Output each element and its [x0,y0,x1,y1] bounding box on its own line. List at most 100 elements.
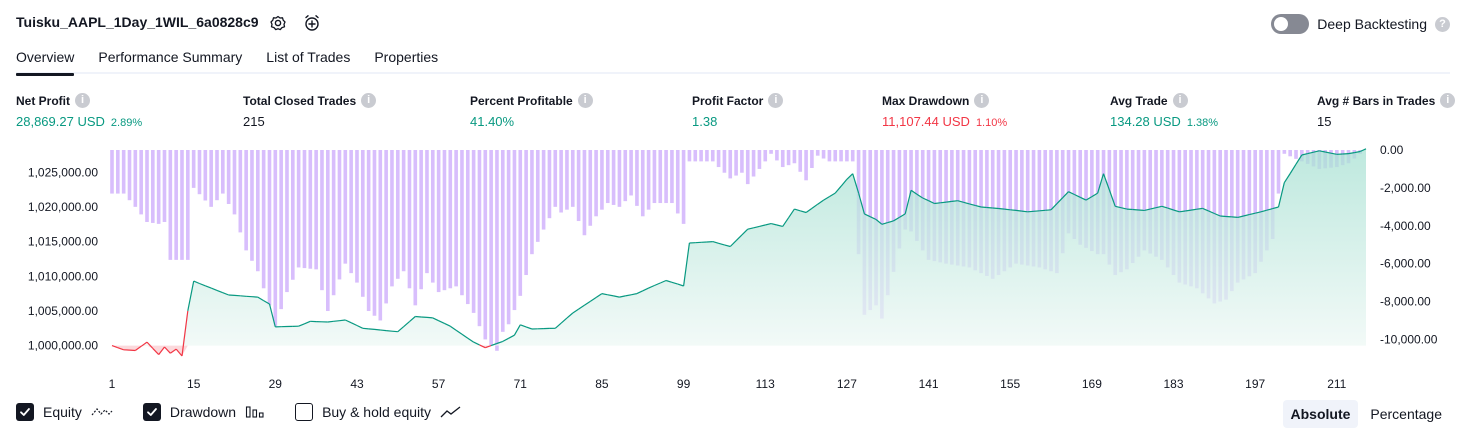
equity-segment [175,348,183,357]
x-tick-label: 155 [1000,377,1020,391]
equity-segment [496,340,504,345]
equity-segment [1039,209,1046,212]
equity-checkbox[interactable] [16,403,34,421]
absolute-button[interactable]: Absolute [1282,400,1359,428]
metric-percent: 1.10% [975,117,1008,129]
deep-backtesting-toggle[interactable] [1271,14,1310,34]
x-tick-label: 169 [1082,377,1102,391]
info-icon[interactable]: i [577,93,593,108]
equity-segment [1277,182,1285,208]
drawdown-bar [331,150,336,296]
tab-properties[interactable]: Properties [374,49,439,65]
x-tick-label: 29 [269,377,283,391]
equity-segment [1202,207,1209,212]
metric-value: 134.28 USD [1110,114,1181,129]
equity-segment [607,294,614,297]
equity-segment [181,310,189,357]
drawdown-bar [1270,150,1275,240]
legend-drawdown[interactable]: Drawdown [142,403,265,421]
info-icon[interactable]: i [974,93,990,108]
drawdown-bar [728,150,733,179]
equity-segment [718,242,725,246]
equity-segment [490,342,498,347]
drawdown-bar [308,150,313,269]
metric-label: Max Drawdown [882,93,970,108]
x-tick-label: 141 [919,377,939,391]
equity-segment [339,319,346,322]
drawdown-checkbox[interactable] [142,403,161,421]
drawdown-bar [652,150,657,204]
drawdown-bar [565,150,569,210]
tab-list-of-trades[interactable]: List of Trades [266,49,351,65]
drawdown-bar [425,150,429,274]
drawdown-bar [745,150,750,185]
drawdown-bar [326,150,330,312]
alarm-clock-plus-icon[interactable] [302,13,322,33]
drawdown-bar [850,150,855,162]
drawdown-tick-label: -4,000.00 [1380,219,1431,233]
equity-segment [1243,214,1250,217]
equity-segment [257,296,264,302]
equity-segment [449,325,457,331]
equity-segment [782,217,790,227]
equity-segment [1237,215,1244,218]
buy-hold-checkbox[interactable] [295,403,314,421]
equity-segment [345,319,352,324]
info-icon[interactable]: i [768,93,784,108]
info-icon[interactable]: i [361,93,377,108]
equity-segment [380,329,387,332]
equity-segment [134,345,142,351]
info-icon[interactable]: i [1172,93,1188,108]
drawdown-bar [460,150,464,296]
equity-segment [268,303,276,328]
gear-icon[interactable] [268,13,288,33]
legend-equity[interactable]: Equity [16,403,113,421]
equity-segment [1272,206,1279,210]
drawdown-tick-label: 0.00 [1380,143,1404,157]
info-icon[interactable]: i [1440,93,1456,108]
legend-buy-hold[interactable]: Buy & hold equity [295,403,462,421]
equity-segment [1085,196,1093,201]
drawdown-bar [891,150,896,272]
equity-segment [222,292,229,296]
metric-percent-profitable: Percent Profitable i 41.40% [470,93,593,129]
equity-segment [1062,191,1069,199]
equity-fill [112,148,1366,346]
metric-percent: 1.38% [1186,117,1219,129]
x-tick-label: 85 [595,377,609,391]
x-tick-label: 15 [187,377,201,391]
metric-value: 1.38 [692,114,718,129]
equity-segment [1319,150,1326,153]
drawdown-bar [477,150,482,327]
equity-segment [485,345,492,349]
tab-overview[interactable]: Overview [16,47,75,76]
equity-segment [1108,189,1116,207]
drawdown-bar [156,150,161,224]
drawdown-bar [524,150,528,276]
equity-segment [1208,210,1215,215]
drawdown-bar [670,150,674,204]
x-tick-label: 43 [350,377,364,391]
metric-value: 15 [1317,114,1332,129]
equity-segment [975,204,982,208]
drawdown-bar [232,150,237,215]
equity-segment [998,207,1005,210]
drawdown-bar [395,150,400,279]
equity-segment [1266,208,1273,211]
equity-segment [759,224,766,227]
tab-performance-summary[interactable]: Performance Summary [98,49,243,65]
drawdown-bar [442,150,447,291]
drawdown-bar [407,150,412,289]
equity-segment [858,192,865,215]
equity-segment [1010,209,1017,211]
drawdown-bar [1282,150,1287,154]
drawdown-bar [320,150,324,291]
equity-drawdown-chart[interactable]: 1,000,000.00 1,005,000.00 1,010,000.00 1,01… [0,140,1466,395]
info-icon[interactable]: i [75,93,90,108]
help-icon[interactable]: ? [1435,16,1450,32]
equity-segment [1056,197,1064,205]
equity-segment [875,219,883,225]
percentage-button[interactable]: Percentage [1370,406,1442,422]
drawdown-bar [629,150,633,196]
equity-segment [1150,207,1157,210]
